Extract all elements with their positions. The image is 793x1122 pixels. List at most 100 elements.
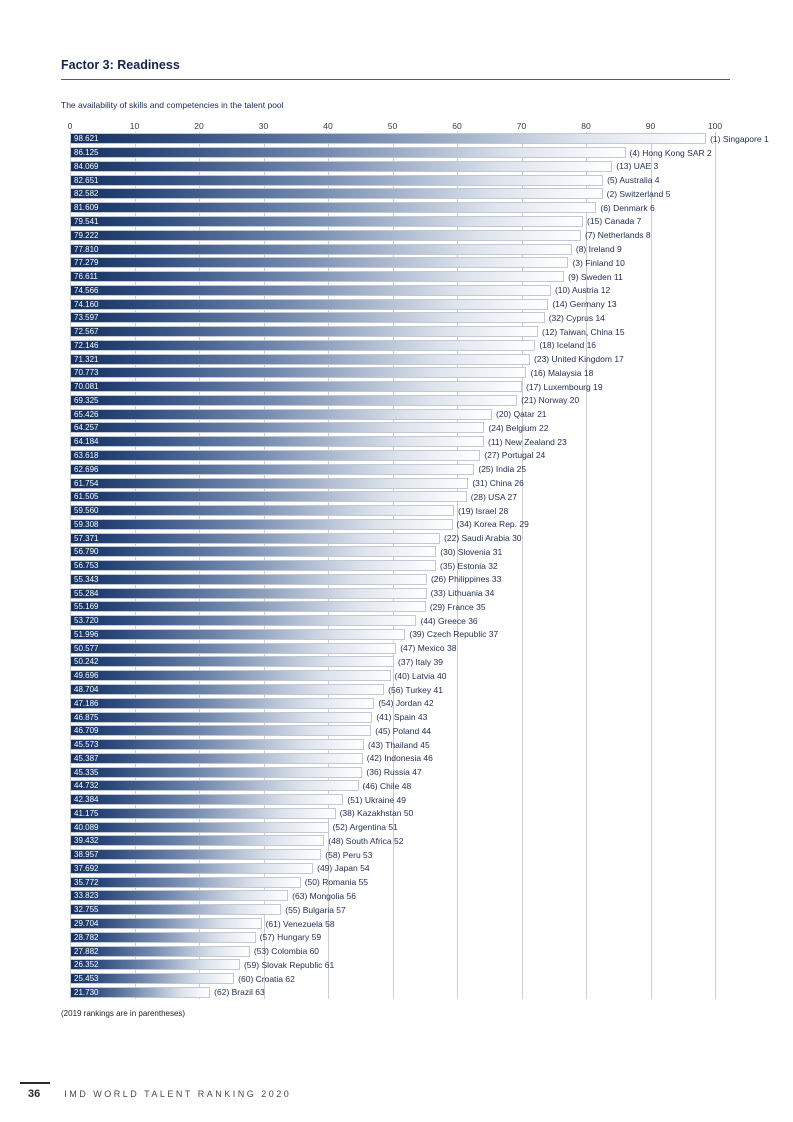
score-value: 72.567 <box>74 327 99 337</box>
country-label: (55) Bulgaria 57 <box>285 904 346 915</box>
country-label: (22) Saudi Arabia 30 <box>444 533 522 544</box>
score-bar: 45.335 <box>70 766 363 778</box>
bar-row: 26.352 (59) Slovak Republic 61 <box>70 958 730 972</box>
score-value: 50.577 <box>74 643 99 653</box>
country-label: (5) Australia 4 <box>607 175 660 186</box>
country-label: (16) Malaysia 18 <box>530 367 594 378</box>
bar-row: 44.732 (46) Chile 48 <box>70 779 730 793</box>
score-value: 65.426 <box>74 409 99 419</box>
score-bar: 64.257 <box>70 422 485 434</box>
score-bar: 50.242 <box>70 656 395 668</box>
country-label: (6) Denmark 6 <box>600 202 655 213</box>
country-label: (10) Austria 12 <box>554 285 611 296</box>
bar-row: 70.081 (17) Luxembourg 19 <box>70 380 730 394</box>
bar-row: 25.453 (60) Croatia 62 <box>70 972 730 986</box>
country-label: (23) United Kingdom 17 <box>534 354 624 365</box>
country-label: (56) Turkey 41 <box>388 684 443 695</box>
score-bar: 21.730 <box>70 986 211 998</box>
bar-row: 45.387 (42) Indonesia 46 <box>70 751 730 765</box>
score-value: 57.371 <box>74 533 99 543</box>
country-label: (45) Poland 44 <box>375 725 432 736</box>
score-value: 25.453 <box>74 974 99 984</box>
country-label: (14) Germany 13 <box>552 299 617 310</box>
footer-report-title: IMD WORLD TALENT RANKING 2020 <box>64 1089 292 1099</box>
bar-row: 33.823 (63) Mongolia 56 <box>70 889 730 903</box>
page-footer: 36 IMD WORLD TALENT RANKING 2020 <box>20 1082 291 1100</box>
score-bar: 49.696 <box>70 670 391 682</box>
score-value: 56.753 <box>74 561 99 571</box>
score-value: 64.184 <box>74 437 99 447</box>
bar-row: 61.505 (28) USA 27 <box>70 490 730 504</box>
country-label: (3) Finland 10 <box>572 257 625 268</box>
score-value: 41.175 <box>74 808 99 818</box>
score-value: 46.875 <box>74 712 99 722</box>
score-bar: 76.611 <box>70 271 565 283</box>
country-label: (13) UAE 3 <box>616 161 659 172</box>
country-label: (34) Korea Rep. 29 <box>456 519 529 530</box>
score-bar: 61.505 <box>70 491 467 503</box>
score-bar: 61.754 <box>70 477 469 489</box>
score-value: 33.823 <box>74 891 99 901</box>
score-bar: 74.566 <box>70 284 551 296</box>
bar-row: 77.810 (8) Ireland 9 <box>70 242 730 256</box>
chart-footnote: (2019 rankings are in parentheses) <box>61 1009 186 1019</box>
score-bar: 72.146 <box>70 339 536 351</box>
country-label: (33) Lithuania 34 <box>430 588 495 599</box>
bar-row: 57.371 (22) Saudi Arabia 30 <box>70 531 730 545</box>
bar-row: 55.284 (33) Lithuania 34 <box>70 586 730 600</box>
score-value: 47.186 <box>74 698 99 708</box>
score-bar: 50.577 <box>70 642 397 654</box>
bar-row: 59.560 (19) Israel 28 <box>70 504 730 518</box>
score-bar: 64.184 <box>70 436 484 448</box>
country-label: (50) Romania 55 <box>304 877 369 888</box>
score-bar: 33.823 <box>70 890 289 902</box>
score-bar: 70.773 <box>70 367 527 379</box>
bar-row: 81.609 (6) Denmark 6 <box>70 201 730 215</box>
bar-row: 48.704 (56) Turkey 41 <box>70 683 730 697</box>
country-label: (19) Israel 28 <box>458 505 509 516</box>
country-label: (12) Taiwan, China 15 <box>542 326 625 337</box>
score-bar: 69.325 <box>70 394 518 406</box>
score-bar: 35.772 <box>70 876 301 888</box>
score-value: 62.696 <box>74 464 99 474</box>
x-axis-tick-label: 30 <box>258 121 269 131</box>
bar-row: 84.069 (13) UAE 3 <box>70 160 730 174</box>
score-value: 37.692 <box>74 863 99 873</box>
score-value: 51.996 <box>74 629 99 639</box>
score-bar: 45.573 <box>70 739 364 751</box>
score-value: 69.325 <box>74 395 99 405</box>
bar-row: 64.184 (11) New Zealand 23 <box>70 435 730 449</box>
score-bar: 84.069 <box>70 160 613 172</box>
country-label: (37) Italy 39 <box>398 656 443 667</box>
bar-row: 51.996 (39) Czech Republic 37 <box>70 628 730 642</box>
score-bar: 37.692 <box>70 862 314 874</box>
score-value: 50.242 <box>74 657 99 667</box>
gridline <box>586 132 587 1000</box>
bar-row: 71.321 (23) United Kingdom 17 <box>70 352 730 366</box>
country-label: (2) Switzerland 5 <box>606 188 671 199</box>
score-value: 82.651 <box>74 175 99 185</box>
score-bar: 42.384 <box>70 794 344 806</box>
score-value: 44.732 <box>74 781 99 791</box>
score-bar: 77.279 <box>70 257 569 269</box>
score-bar: 27.882 <box>70 945 250 957</box>
score-bar: 55.343 <box>70 573 427 585</box>
bar-row: 50.577 (47) Mexico 38 <box>70 641 730 655</box>
country-label: (20) Qatar 21 <box>495 409 547 420</box>
score-bar: 55.169 <box>70 601 426 613</box>
score-value: 28.782 <box>74 932 99 942</box>
score-bar: 86.125 <box>70 147 626 159</box>
score-value: 77.279 <box>74 258 99 268</box>
country-label: (53) Colombia 60 <box>253 946 320 957</box>
x-axis-tick-label: 70 <box>516 121 527 131</box>
x-axis-tick-label: 100 <box>707 121 723 131</box>
score-value: 38.957 <box>74 850 99 860</box>
score-bar: 82.651 <box>70 174 604 186</box>
country-label: (52) Argentina 51 <box>332 822 398 833</box>
score-value: 70.773 <box>74 368 99 378</box>
gridline <box>457 132 458 1000</box>
score-bar: 59.560 <box>70 505 455 517</box>
country-label: (59) Slovak Republic 61 <box>243 959 335 970</box>
score-value: 29.704 <box>74 919 99 929</box>
score-value: 84.069 <box>74 161 99 171</box>
